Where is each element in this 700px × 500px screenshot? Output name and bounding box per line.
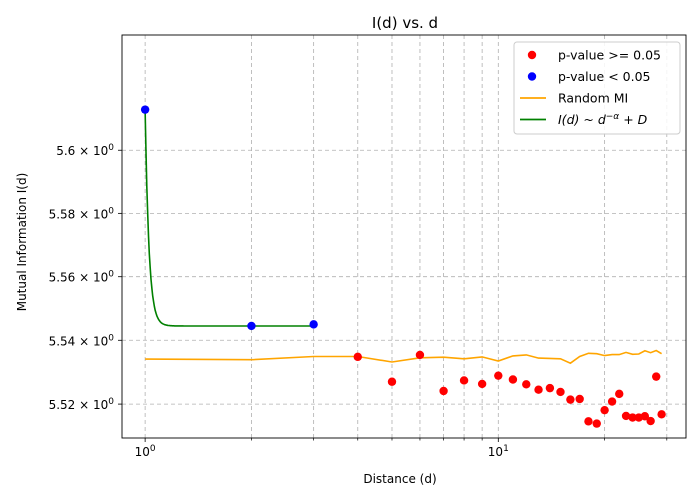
point-not-significant: [657, 410, 666, 419]
legend-entry: p-value < 0.05: [527, 69, 651, 84]
point-significant: [247, 321, 256, 331]
point-not-significant: [592, 419, 601, 428]
random-mi-line: [145, 349, 663, 365]
point-not-significant: [415, 350, 425, 360]
point-not-significant: [575, 394, 584, 404]
point-not-significant: [615, 389, 624, 399]
x-tick-label: 101: [488, 444, 509, 459]
point-not-significant: [439, 386, 448, 396]
y-tick-label: 5.54 × 100: [49, 333, 115, 348]
plot-area: 100 101 5.52 × 100 5.54 × 100 5.56 × 100 5.58…: [49, 34, 687, 459]
point-not-significant: [534, 385, 543, 394]
point-not-significant: [545, 383, 555, 393]
point-significant: [140, 105, 150, 114]
y-tick-label: 5.6 × 100: [56, 143, 114, 158]
y-tick-label: 5.58 × 100: [49, 206, 115, 221]
point-not-significant: [556, 387, 565, 397]
point-not-significant: [640, 412, 650, 421]
legend: p-value >= 0.05 p-value < 0.05 Random MI I(…: [513, 41, 681, 135]
point-not-significant: [494, 371, 503, 380]
legend-entry: p-value >= 0.05: [527, 48, 661, 63]
legend-box: [513, 41, 681, 135]
point-not-significant: [522, 380, 531, 389]
y-tick-label: 5.56 × 100: [49, 270, 115, 285]
legend-label: p-value >= 0.05: [558, 48, 661, 63]
grid-lines: [122, 35, 686, 438]
point-not-significant: [508, 375, 518, 384]
x-axis-label: Distance (d): [363, 472, 436, 486]
legend-label: p-value < 0.05: [558, 69, 651, 84]
plot-frame: [121, 34, 687, 439]
legend-marker: [527, 72, 537, 81]
y-tick-label: 5.52 × 100: [49, 397, 115, 412]
legend-label: Random MI: [558, 91, 628, 106]
point-not-significant: [621, 411, 631, 421]
point-not-significant: [477, 379, 487, 389]
point-significant: [309, 320, 318, 329]
point-not-significant: [584, 417, 593, 426]
point-not-significant: [459, 376, 469, 385]
point-not-significant: [353, 352, 362, 362]
point-not-significant: [652, 372, 661, 381]
x-tick-label: 100: [135, 444, 156, 459]
fit-curve: [144, 109, 314, 327]
legend-marker: [527, 50, 537, 60]
point-not-significant: [600, 405, 609, 415]
legend-label: I(d) ~ d−α + D: [558, 112, 648, 127]
axes: 100 101 5.52 × 100 5.54 × 100 5.56 × 100 5.58…: [49, 34, 687, 459]
data-layer: [140, 105, 666, 428]
point-not-significant: [607, 397, 617, 406]
point-not-significant: [646, 416, 655, 426]
y-axis-label: Mutual Information I(d): [15, 173, 29, 312]
legend-entry: I(d) ~ d−α + D: [520, 112, 648, 127]
chart-title: I(d) vs. d: [372, 14, 438, 32]
point-not-significant: [566, 395, 575, 404]
point-not-significant: [387, 377, 397, 386]
point-not-significant: [628, 413, 637, 422]
legend-entry: Random MI: [520, 91, 628, 106]
